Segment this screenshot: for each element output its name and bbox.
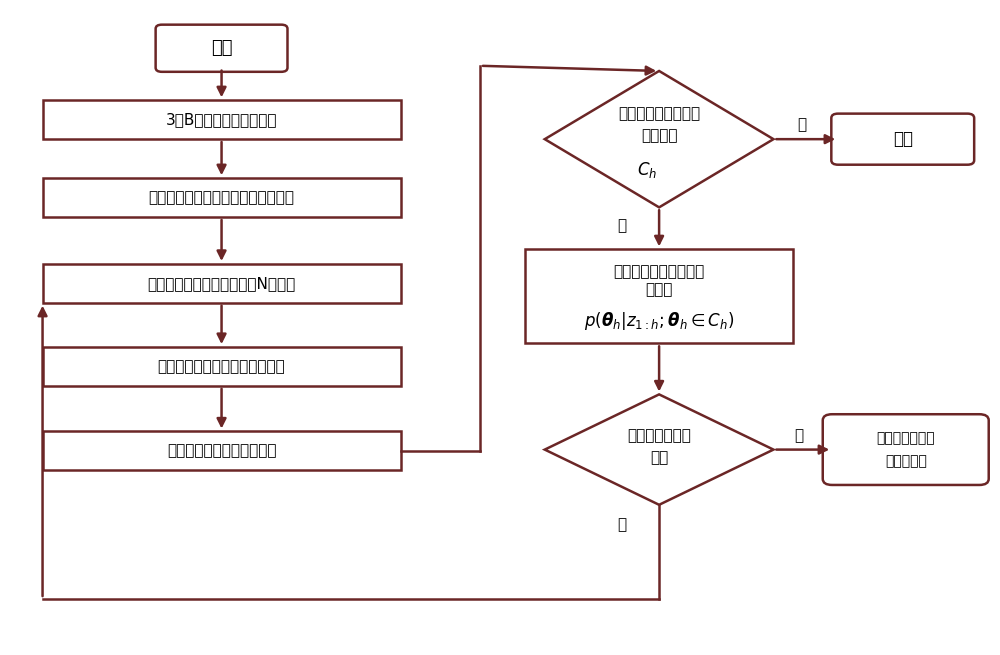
Bar [43,264,401,303]
Text: 是: 是 [617,517,626,532]
Text: 删除: 删除 [893,130,913,148]
Bar [43,432,401,470]
Bar [43,347,401,386]
Text: 最大似然估计法初始化模型随机系数: 最大似然估计法初始化模型随机系数 [149,190,295,205]
Bar [43,100,401,139]
Text: 结束并保留最新: 结束并保留最新 [876,431,935,445]
Text: $C_h$: $C_h$ [637,160,657,180]
FancyBboxPatch shape [823,414,989,485]
Text: 约束条件: 约束条件 [641,128,677,143]
Text: $p(\boldsymbol{\theta}_h|z_{1:h};\boldsymbol{\theta}_h\in C_h)$: $p(\boldsymbol{\theta}_h|z_{1:h};\boldsy… [584,310,734,332]
Text: 具有单调约束的后验概: 具有单调约束的后验概 [613,264,705,279]
Text: 从退化模型先验分布中采样N个粒子: 从退化模型先验分布中采样N个粒子 [147,276,296,291]
Bar [43,178,401,217]
Bar [525,250,793,343]
Polygon shape [545,71,773,208]
Text: 率分布: 率分布 [645,282,673,297]
Text: 是: 是 [617,218,626,233]
Text: 开始: 开始 [211,39,232,57]
Text: 的随机系数: 的随机系数 [885,455,927,468]
Text: 无约束的后验概率密度分布: 无约束的后验概率密度分布 [167,443,276,458]
FancyBboxPatch shape [831,113,974,164]
Text: 3次B样条退化模型初始化: 3次B样条退化模型初始化 [166,112,277,127]
Text: 否: 否 [797,117,806,132]
Text: 可用: 可用 [650,450,668,465]
Polygon shape [545,394,773,505]
Text: 粒子权値更新、重采样和归一化: 粒子权値更新、重采样和归一化 [158,359,285,374]
Text: 否: 否 [794,428,803,443]
Text: 新的观测値是否: 新的观测値是否 [627,428,691,443]
FancyBboxPatch shape [156,25,287,72]
Text: 粒子是否满足单调性: 粒子是否满足单调性 [618,105,700,121]
